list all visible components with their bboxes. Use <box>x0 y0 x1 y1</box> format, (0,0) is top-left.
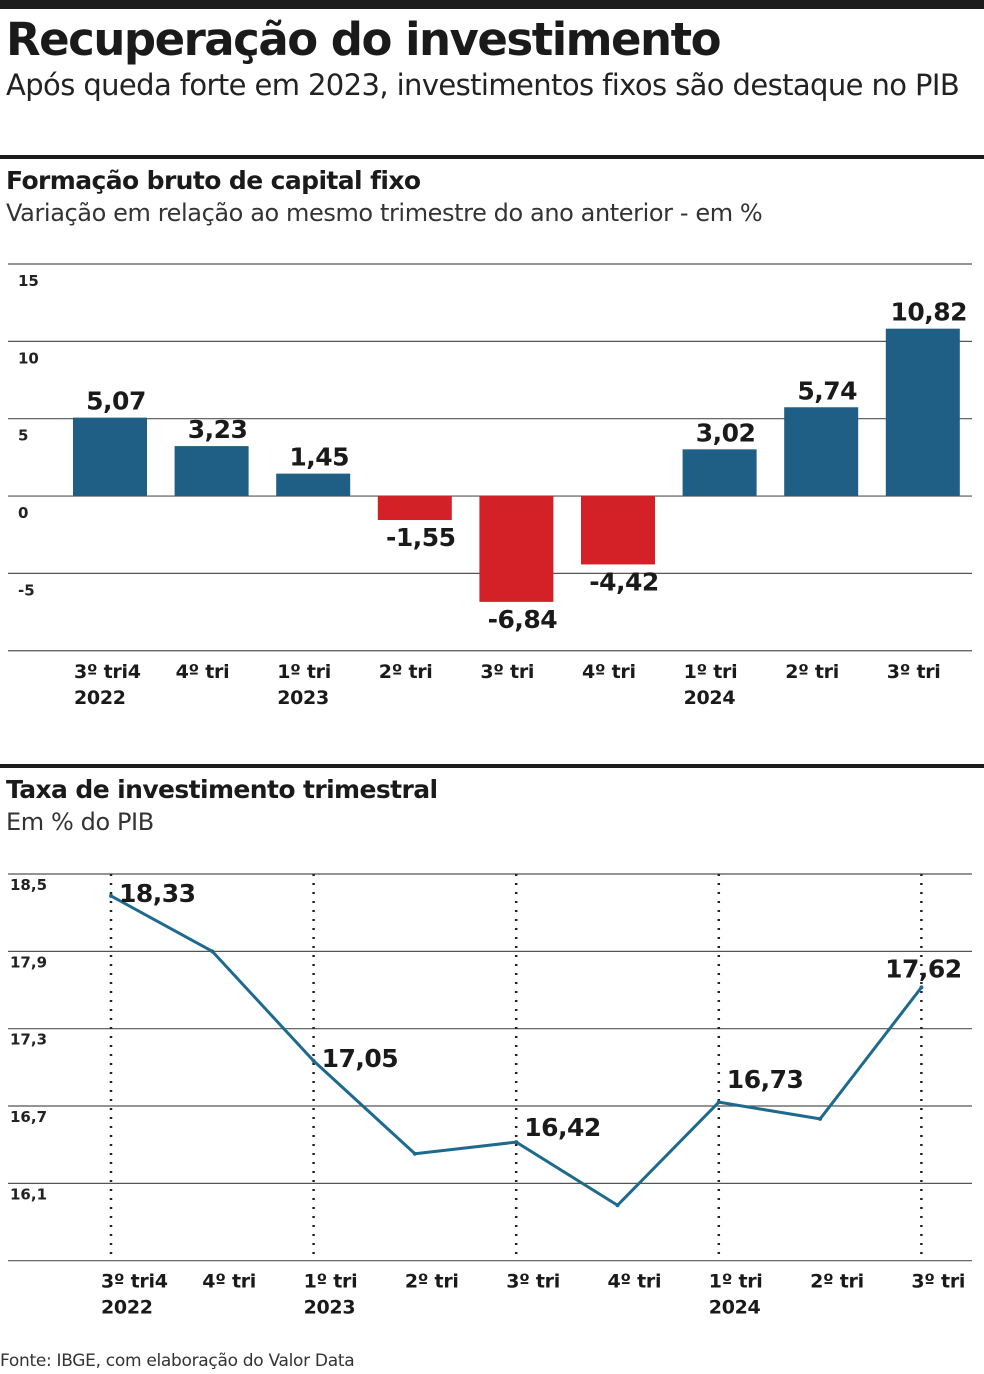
x-tick-label: 2022 <box>74 687 126 709</box>
x-tick-label: 1º tri <box>709 1271 763 1293</box>
bar-chart-subtitle: Variação em relação ao mesmo trimestre d… <box>6 197 762 229</box>
x-tick-label: 2º tri <box>785 661 839 683</box>
bar-value-label: -4,42 <box>589 567 659 596</box>
point-value-label: 16,73 <box>727 1065 804 1094</box>
y-tick-label: -5 <box>18 581 35 599</box>
x-tick-label: 1º tri <box>684 661 738 683</box>
y-tick-label: 0 <box>18 504 28 522</box>
data-point <box>413 1152 417 1156</box>
bar-value-label: 5,07 <box>86 387 146 416</box>
x-tick-label: 1º tri <box>304 1271 358 1293</box>
data-point <box>919 985 923 989</box>
data-point <box>312 1059 316 1063</box>
bar <box>784 407 858 496</box>
y-tick-label: 17,9 <box>10 953 47 971</box>
x-tick-label: 4º tri <box>202 1271 256 1293</box>
x-tick-label: 2024 <box>684 687 736 709</box>
y-tick-label: 16,7 <box>10 1108 47 1126</box>
bar-value-label: -6,84 <box>488 605 558 634</box>
point-value-label: 17,62 <box>885 954 962 983</box>
bar <box>581 496 655 564</box>
y-tick-label: 16,1 <box>10 1185 47 1203</box>
data-point <box>616 1203 620 1207</box>
x-tick-label: 4º tri <box>176 661 230 683</box>
bar <box>276 474 350 496</box>
x-tick-label: 4º tri <box>582 661 636 683</box>
line-chart-title: Taxa de investimento trimestral <box>6 774 437 806</box>
bar <box>886 329 960 496</box>
x-tick-label: 2º tri <box>405 1271 459 1293</box>
x-tick-label: 3º tri <box>911 1271 965 1293</box>
bar-value-label: 1,45 <box>289 443 349 472</box>
page-subtitle: Após queda forte em 2023, investimentos … <box>6 66 959 104</box>
point-value-label: 18,33 <box>119 879 196 908</box>
x-tick-label: 2023 <box>277 687 329 709</box>
source-note: Fonte: IBGE, com elaboração do Valor Dat… <box>0 1350 354 1372</box>
bar <box>479 496 553 602</box>
bar-value-label: 10,82 <box>891 298 968 327</box>
bar <box>175 446 249 496</box>
bar-chart-title: Formação bruto de capital fixo <box>6 165 420 197</box>
section-rule-1 <box>0 155 984 159</box>
bar <box>683 449 757 496</box>
x-tick-label: 3º tri <box>480 661 534 683</box>
x-tick-label: 1º tri <box>277 661 331 683</box>
x-tick-label: 3º tri4 <box>101 1271 168 1293</box>
data-point <box>210 949 214 953</box>
x-tick-label: 3º tri4 <box>74 661 141 683</box>
data-point <box>514 1140 518 1144</box>
bar <box>73 418 147 496</box>
bar-value-label: 3,02 <box>696 418 756 447</box>
bar <box>378 496 452 520</box>
x-tick-label: 3º tri <box>887 661 941 683</box>
y-tick-label: 5 <box>18 427 28 445</box>
page-title: Recuperação do investimento <box>6 12 720 68</box>
bar-value-label: 5,74 <box>797 376 857 405</box>
point-value-label: 16,42 <box>524 1113 601 1142</box>
y-tick-label: 17,3 <box>10 1031 47 1049</box>
x-tick-label: 2º tri <box>810 1271 864 1293</box>
data-point <box>818 1117 822 1121</box>
x-tick-label: 2º tri <box>379 661 433 683</box>
bar-value-label: -1,55 <box>386 523 456 552</box>
data-point <box>717 1100 721 1104</box>
bar-value-label: 3,23 <box>188 415 248 444</box>
x-tick-label: 2024 <box>709 1297 761 1319</box>
data-point <box>109 894 113 898</box>
line-chart: 18,5 17,9 17,3 16,7 16,1 18,33 3º tri4 2022 4º t… <box>0 860 984 1340</box>
point-value-label: 17,05 <box>322 1044 399 1073</box>
y-tick-label: 10 <box>18 349 39 367</box>
x-tick-label: 2023 <box>304 1297 356 1319</box>
x-tick-label: 2022 <box>101 1297 153 1319</box>
y-tick-label: 18,5 <box>10 876 47 894</box>
line-chart-subtitle: Em % do PIB <box>6 806 154 838</box>
section-rule-2 <box>0 764 984 768</box>
series-line <box>111 896 921 1205</box>
x-tick-label: 3º tri <box>506 1271 560 1293</box>
bar-chart: 15 10 5 0 -5 5,07 3º tri4 2022 3,23 4º tri 1,45 1º … <box>0 250 984 730</box>
y-tick-label: 15 <box>18 272 39 290</box>
x-tick-label: 4º tri <box>608 1271 662 1293</box>
top-rule <box>0 0 984 9</box>
